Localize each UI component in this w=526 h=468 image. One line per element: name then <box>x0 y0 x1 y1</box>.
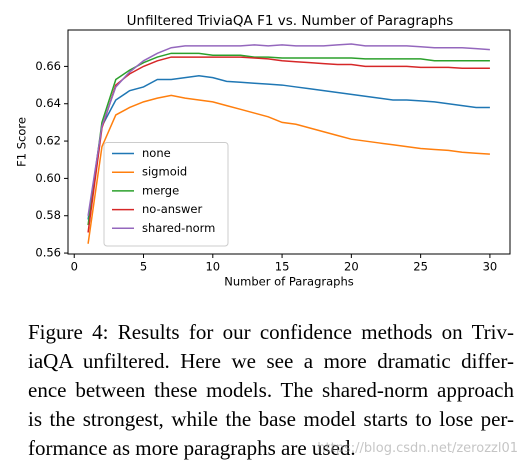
caption-line: iaQA unfiltered. Here we see a more dram… <box>28 349 514 373</box>
x-tick-label: 25 <box>413 260 428 274</box>
y-tick-label: 0.56 <box>35 246 61 260</box>
legend-label: sigmoid <box>142 165 187 179</box>
legend-label: shared-norm <box>142 221 215 235</box>
line <box>87 52 490 226</box>
x-tick-label: 0 <box>71 260 78 274</box>
legend-label: none <box>142 146 171 160</box>
caption-line: Figure 4: Results for our confidence met… <box>28 320 514 344</box>
caption-line: formance as more paragraphs are used. <box>28 436 356 460</box>
caption: Figure 4: Results for our confidence met… <box>28 318 514 463</box>
line <box>87 43 490 216</box>
plot-frame <box>67 29 511 255</box>
y-tick-label: 0.66 <box>35 59 61 73</box>
legend-label: no-answer <box>142 202 202 216</box>
y-tick-label: 0.62 <box>35 134 61 148</box>
chart-title: Unfiltered TriviaQA F1 vs. Number of Par… <box>127 13 454 29</box>
caption-line: is the strongest, while the base model s… <box>28 407 514 431</box>
y-tick-label: 0.64 <box>35 96 61 110</box>
legend-label: merge <box>142 183 179 197</box>
legend-box <box>103 142 229 247</box>
x-tick-label: 5 <box>140 260 147 274</box>
x-tick-label: 20 <box>344 260 359 274</box>
line <box>87 94 490 244</box>
x-tick-label: 15 <box>275 260 290 274</box>
y-tick-label: 0.60 <box>35 171 61 185</box>
x-tick-label: 10 <box>205 260 220 274</box>
line <box>87 74 490 220</box>
x-tick-label: 30 <box>483 260 498 274</box>
caption-line: ence between these models. The shared-no… <box>28 378 514 402</box>
watermark: https://blog.csdn.net/zerozzl01 <box>317 441 518 456</box>
line <box>87 56 490 233</box>
y-axis-label: F1 Score <box>15 117 29 167</box>
chart: Unfiltered TriviaQA F1 vs. Number of Par… <box>15 13 511 289</box>
y-tick-label: 0.58 <box>35 208 61 222</box>
x-axis-label: Number of Paragraphs <box>224 275 354 289</box>
